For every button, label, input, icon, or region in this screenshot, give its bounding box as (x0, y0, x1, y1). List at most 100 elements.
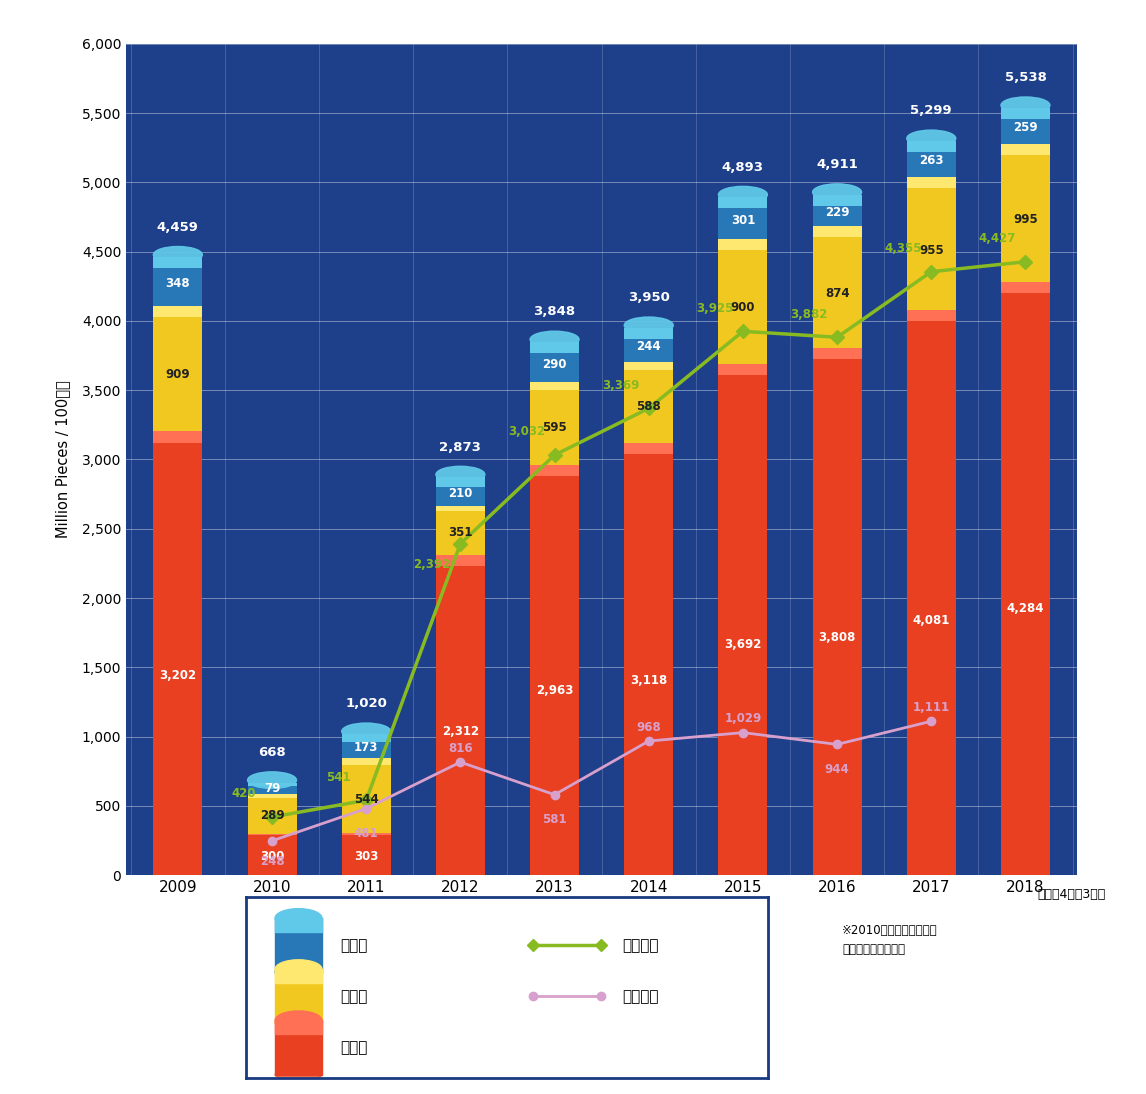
Text: 348: 348 (165, 277, 190, 290)
Bar (625, 328, 673, 362)
Text: 481: 481 (354, 827, 378, 840)
Text: 420: 420 (231, 788, 256, 801)
Bar (435, 507, 485, 555)
Text: 3,950: 3,950 (628, 291, 669, 304)
Bar (531, 342, 579, 382)
Text: 995: 995 (1013, 213, 1038, 226)
Bar (275, 918, 322, 932)
Bar (248, 782, 297, 793)
Bar (275, 918, 322, 973)
Bar (342, 758, 391, 834)
Bar (275, 969, 322, 1024)
Bar (154, 431, 203, 875)
Ellipse shape (435, 466, 485, 482)
Bar (719, 197, 768, 208)
Bar (531, 382, 579, 465)
Text: 303: 303 (354, 850, 378, 863)
Text: 595: 595 (542, 421, 567, 434)
Bar (154, 257, 203, 305)
Text: 4,284: 4,284 (1006, 602, 1044, 615)
Bar (906, 177, 956, 188)
Bar (275, 1021, 322, 1034)
Bar (342, 758, 391, 766)
Text: 79: 79 (264, 782, 281, 795)
Text: 家庭用: 家庭用 (340, 1040, 368, 1055)
Bar (1000, 281, 1050, 875)
Text: 248: 248 (260, 856, 284, 869)
Bar (154, 431, 203, 443)
Text: 4,893: 4,893 (722, 161, 764, 174)
Y-axis label: Million Pieces / 100万枚: Million Pieces / 100万枚 (56, 381, 71, 538)
Text: 3,925: 3,925 (696, 302, 733, 315)
Bar (435, 477, 485, 507)
Text: 955: 955 (919, 244, 943, 257)
Bar (719, 197, 768, 238)
Text: 4,459: 4,459 (157, 221, 198, 234)
Text: 3,882: 3,882 (790, 307, 827, 321)
Text: 944: 944 (825, 763, 849, 776)
Ellipse shape (275, 909, 322, 928)
Text: 874: 874 (825, 287, 849, 300)
Ellipse shape (275, 959, 322, 979)
Text: 544: 544 (354, 793, 378, 806)
Bar (1000, 108, 1050, 143)
Bar (625, 328, 673, 339)
Ellipse shape (154, 246, 203, 264)
Bar (531, 342, 579, 353)
Text: 5,538: 5,538 (1005, 71, 1046, 84)
Bar (1000, 281, 1050, 292)
Text: 国内生産: 国内生産 (622, 989, 658, 1004)
Bar (625, 443, 673, 454)
Text: 年度（4月～3月）: 年度（4月～3月） (1037, 888, 1106, 901)
Bar (275, 969, 322, 982)
Bar (813, 348, 862, 875)
Bar (531, 465, 579, 875)
Text: 2,312: 2,312 (442, 724, 479, 737)
Bar (531, 382, 579, 391)
Bar (813, 226, 862, 348)
Bar (435, 477, 485, 487)
Text: 301: 301 (731, 213, 755, 226)
Text: 229: 229 (825, 206, 849, 219)
Text: 医療用: 医療用 (340, 989, 368, 1004)
Bar (719, 363, 768, 875)
Bar (435, 555, 485, 566)
Text: 3,808: 3,808 (818, 631, 856, 644)
Bar (719, 238, 768, 363)
Bar (435, 555, 485, 875)
Ellipse shape (248, 772, 297, 789)
Text: 244: 244 (636, 340, 661, 353)
Bar (154, 257, 203, 268)
Bar (248, 793, 297, 834)
Ellipse shape (625, 317, 673, 334)
Bar (625, 362, 673, 443)
Text: 900: 900 (731, 301, 755, 314)
Text: 産業用: 産業用 (340, 938, 368, 953)
Bar (531, 465, 579, 476)
Bar (1000, 108, 1050, 119)
Bar (906, 141, 956, 177)
Text: 968: 968 (636, 721, 661, 734)
Text: 2,963: 2,963 (536, 684, 573, 697)
Text: 210: 210 (448, 487, 472, 500)
Bar (906, 310, 956, 875)
Text: 300: 300 (260, 850, 284, 863)
Text: 3,848: 3,848 (534, 305, 575, 318)
Text: 816: 816 (448, 742, 472, 755)
Bar (813, 195, 862, 206)
Ellipse shape (342, 723, 391, 740)
Bar (248, 834, 297, 836)
Bar (154, 305, 203, 316)
Text: 4,427: 4,427 (979, 232, 1015, 245)
Text: 909: 909 (165, 369, 190, 382)
Text: 290: 290 (542, 358, 567, 371)
Ellipse shape (719, 186, 768, 203)
Bar (625, 443, 673, 875)
Text: 4,081: 4,081 (912, 614, 950, 627)
Bar (813, 226, 862, 237)
Bar (906, 141, 956, 152)
Text: 289: 289 (260, 810, 284, 822)
Bar (906, 310, 956, 321)
Bar (719, 238, 768, 249)
Bar (248, 793, 297, 798)
